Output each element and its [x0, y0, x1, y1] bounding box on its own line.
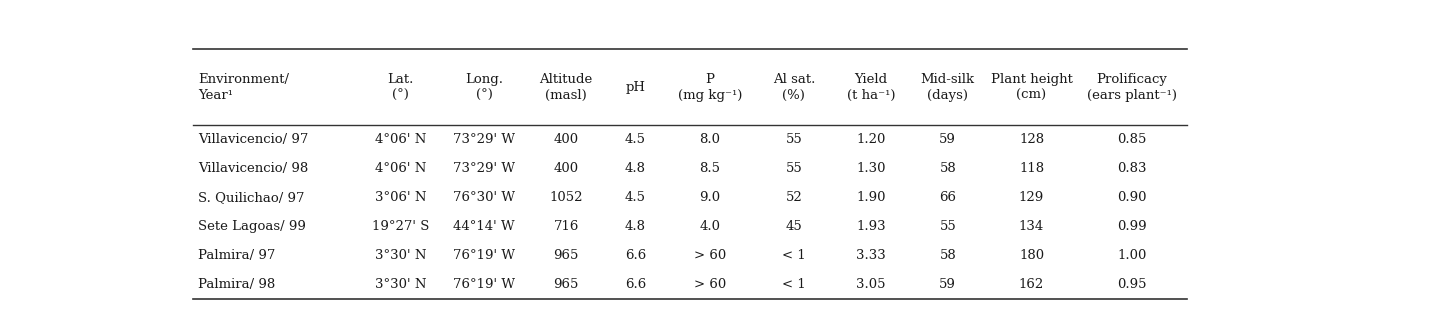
Text: 965: 965 [553, 249, 579, 262]
Text: pH: pH [625, 80, 645, 94]
Text: < 1: < 1 [782, 249, 805, 262]
Text: 52: 52 [785, 191, 802, 204]
Text: 44°14' W: 44°14' W [454, 220, 516, 233]
Text: Villavicencio/ 97: Villavicencio/ 97 [197, 133, 308, 146]
Text: 73°29' W: 73°29' W [454, 133, 516, 146]
Text: 0.85: 0.85 [1117, 133, 1146, 146]
Text: 9.0: 9.0 [700, 191, 720, 204]
Text: Yield
(t ha⁻¹): Yield (t ha⁻¹) [847, 73, 896, 102]
Text: 4°06' N: 4°06' N [374, 133, 426, 146]
Text: 4.0: 4.0 [700, 220, 720, 233]
Text: 180: 180 [1020, 249, 1044, 262]
Text: 0.90: 0.90 [1117, 191, 1146, 204]
Text: 4°06' N: 4°06' N [374, 162, 426, 175]
Text: Lat.
(°): Lat. (°) [387, 73, 413, 102]
Text: Villavicencio/ 98: Villavicencio/ 98 [197, 162, 308, 175]
Text: 0.83: 0.83 [1117, 162, 1146, 175]
Text: Al sat.
(%): Al sat. (%) [773, 73, 815, 102]
Text: 8.5: 8.5 [700, 162, 720, 175]
Text: Long.
(°): Long. (°) [465, 73, 503, 102]
Text: 19°27' S: 19°27' S [372, 220, 429, 233]
Text: 3°30' N: 3°30' N [374, 278, 426, 291]
Text: Environment/
Year¹: Environment/ Year¹ [197, 73, 289, 102]
Text: 6.6: 6.6 [625, 249, 647, 262]
Text: 4.8: 4.8 [625, 220, 645, 233]
Text: 76°19' W: 76°19' W [454, 249, 516, 262]
Text: 55: 55 [785, 133, 802, 146]
Text: 400: 400 [553, 133, 579, 146]
Text: Palmira/ 97: Palmira/ 97 [197, 249, 275, 262]
Text: P
(mg kg⁻¹): P (mg kg⁻¹) [678, 73, 742, 102]
Text: 1.90: 1.90 [855, 191, 886, 204]
Text: 59: 59 [939, 133, 956, 146]
Text: > 60: > 60 [694, 249, 726, 262]
Text: 55: 55 [939, 220, 956, 233]
Text: Mid-silk
(days): Mid-silk (days) [920, 73, 975, 102]
Text: 4.5: 4.5 [625, 191, 645, 204]
Text: S. Quilichao/ 97: S. Quilichao/ 97 [197, 191, 304, 204]
Text: 3°06' N: 3°06' N [374, 191, 426, 204]
Text: Plant height
(cm): Plant height (cm) [991, 73, 1073, 102]
Text: 66: 66 [939, 191, 956, 204]
Text: 0.99: 0.99 [1117, 220, 1146, 233]
Text: 4.8: 4.8 [625, 162, 645, 175]
Text: 58: 58 [939, 162, 956, 175]
Text: 76°19' W: 76°19' W [454, 278, 516, 291]
Text: 0.95: 0.95 [1117, 278, 1146, 291]
Text: 8.0: 8.0 [700, 133, 720, 146]
Text: > 60: > 60 [694, 278, 726, 291]
Text: 1052: 1052 [550, 191, 583, 204]
Text: 55: 55 [785, 162, 802, 175]
Text: 1.20: 1.20 [857, 133, 886, 146]
Text: Palmira/ 98: Palmira/ 98 [197, 278, 275, 291]
Text: 3.33: 3.33 [855, 249, 886, 262]
Text: 3°30' N: 3°30' N [374, 249, 426, 262]
Text: 118: 118 [1020, 162, 1044, 175]
Text: 6.6: 6.6 [625, 278, 647, 291]
Text: 58: 58 [939, 249, 956, 262]
Text: 128: 128 [1020, 133, 1044, 146]
Text: < 1: < 1 [782, 278, 805, 291]
Text: 129: 129 [1020, 191, 1044, 204]
Text: 4.5: 4.5 [625, 133, 645, 146]
Text: Altitude
(masl): Altitude (masl) [540, 73, 593, 102]
Text: 1.93: 1.93 [855, 220, 886, 233]
Text: 76°30' W: 76°30' W [454, 191, 516, 204]
Text: 1.00: 1.00 [1117, 249, 1146, 262]
Text: 716: 716 [553, 220, 579, 233]
Text: 400: 400 [553, 162, 579, 175]
Text: 162: 162 [1020, 278, 1044, 291]
Text: Sete Lagoas/ 99: Sete Lagoas/ 99 [197, 220, 305, 233]
Text: 45: 45 [785, 220, 802, 233]
Text: 134: 134 [1020, 220, 1044, 233]
Text: Prolificacy
(ears plant⁻¹): Prolificacy (ears plant⁻¹) [1087, 73, 1176, 102]
Text: 73°29' W: 73°29' W [454, 162, 516, 175]
Text: 3.05: 3.05 [855, 278, 886, 291]
Text: 1.30: 1.30 [855, 162, 886, 175]
Text: 965: 965 [553, 278, 579, 291]
Text: 59: 59 [939, 278, 956, 291]
